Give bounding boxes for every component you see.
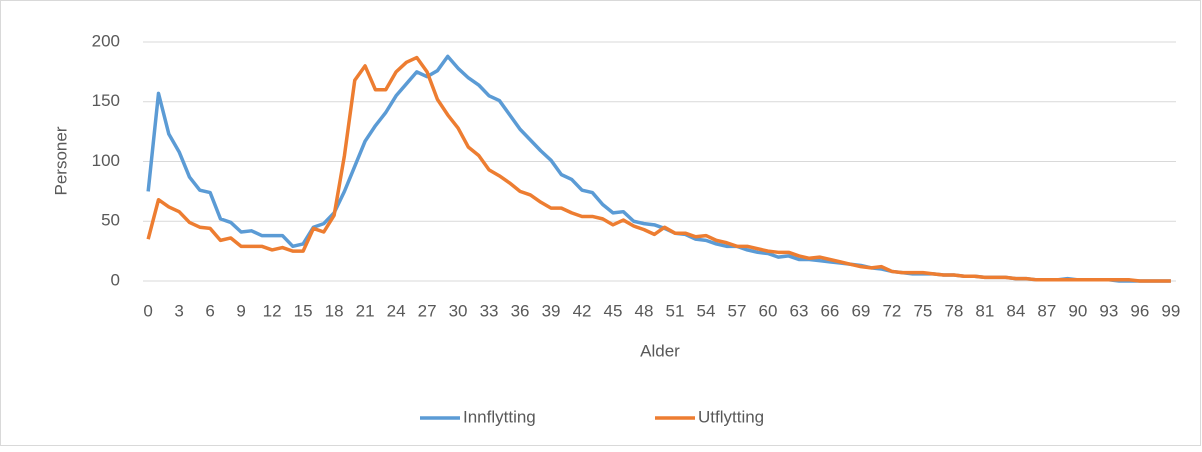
x-tick-label: 3	[174, 301, 183, 320]
x-tick-label: 87	[1037, 301, 1056, 320]
legend-label: Utflytting	[698, 407, 764, 426]
x-tick-label: 81	[975, 301, 994, 320]
x-tick-label: 42	[573, 301, 592, 320]
y-tick-label: 50	[101, 211, 120, 230]
y-tick-label: 0	[111, 270, 120, 289]
x-tick-label: 0	[143, 301, 152, 320]
x-tick-label: 39	[542, 301, 561, 320]
x-tick-label: 99	[1161, 301, 1180, 320]
x-tick-label: 27	[418, 301, 437, 320]
series-line	[146, 55, 1171, 283]
x-tick-label: 21	[356, 301, 375, 320]
x-tick-label: 51	[666, 301, 685, 320]
x-tick-label: 24	[387, 301, 406, 320]
x-tick-label: 45	[604, 301, 623, 320]
x-tick-label: 75	[913, 301, 932, 320]
x-axis-label: Alder	[640, 341, 680, 360]
x-tick-label: 63	[789, 301, 808, 320]
x-tick-label: 57	[728, 301, 747, 320]
x-tick-label: 30	[449, 301, 468, 320]
y-tick-label: 100	[92, 151, 120, 170]
x-tick-label: 15	[294, 301, 313, 320]
y-axis-label: Personer	[51, 126, 70, 195]
x-tick-label: 18	[325, 301, 344, 320]
x-tick-label: 12	[263, 301, 282, 320]
x-tick-label: 36	[511, 301, 530, 320]
x-tick-label: 54	[697, 301, 716, 320]
x-tick-label: 33	[480, 301, 499, 320]
x-tick-label: 84	[1006, 301, 1025, 320]
y-tick-label: 150	[92, 91, 120, 110]
x-tick-label: 78	[944, 301, 963, 320]
x-tick-label: 72	[882, 301, 901, 320]
x-tick-label: 66	[820, 301, 839, 320]
x-tick-label: 96	[1130, 301, 1149, 320]
x-tick-label: 90	[1068, 301, 1087, 320]
legend-label: Innflytting	[463, 407, 536, 426]
y-tick-label: 200	[92, 31, 120, 50]
x-tick-label: 60	[759, 301, 778, 320]
x-tick-label: 48	[635, 301, 654, 320]
x-tick-label: 93	[1099, 301, 1118, 320]
x-tick-label: 9	[236, 301, 245, 320]
x-tick-label: 6	[205, 301, 214, 320]
x-tick-label: 69	[851, 301, 870, 320]
